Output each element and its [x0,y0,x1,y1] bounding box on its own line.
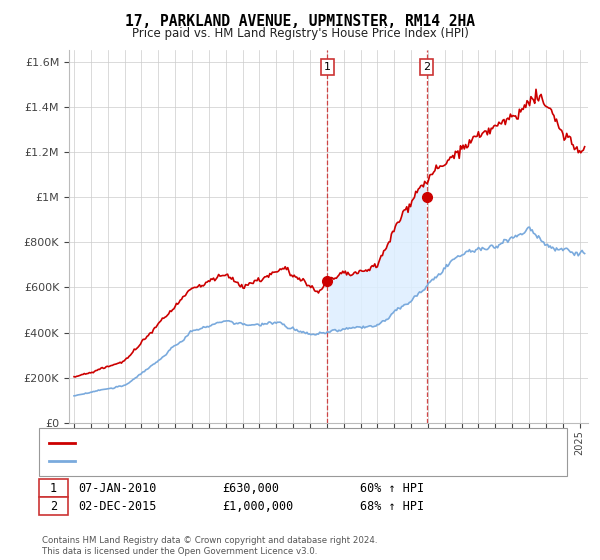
Text: 07-JAN-2010: 07-JAN-2010 [78,482,157,495]
Text: 1: 1 [50,482,57,495]
Text: £1,000,000: £1,000,000 [222,500,293,513]
Text: 2: 2 [423,62,430,72]
Text: £630,000: £630,000 [222,482,279,495]
Text: HPI: Average price, detached house, Havering: HPI: Average price, detached house, Have… [80,456,355,466]
Text: Price paid vs. HM Land Registry's House Price Index (HPI): Price paid vs. HM Land Registry's House … [131,27,469,40]
Text: 17, PARKLAND AVENUE, UPMINSTER, RM14 2HA: 17, PARKLAND AVENUE, UPMINSTER, RM14 2HA [125,14,475,29]
Text: 1: 1 [324,62,331,72]
Text: 17, PARKLAND AVENUE, UPMINSTER, RM14 2HA (detached house): 17, PARKLAND AVENUE, UPMINSTER, RM14 2HA… [80,438,436,448]
Text: Contains HM Land Registry data © Crown copyright and database right 2024.
This d: Contains HM Land Registry data © Crown c… [42,536,377,556]
Text: 68% ↑ HPI: 68% ↑ HPI [360,500,424,513]
Text: 60% ↑ HPI: 60% ↑ HPI [360,482,424,495]
Text: 2: 2 [50,500,57,513]
Text: 02-DEC-2015: 02-DEC-2015 [78,500,157,513]
